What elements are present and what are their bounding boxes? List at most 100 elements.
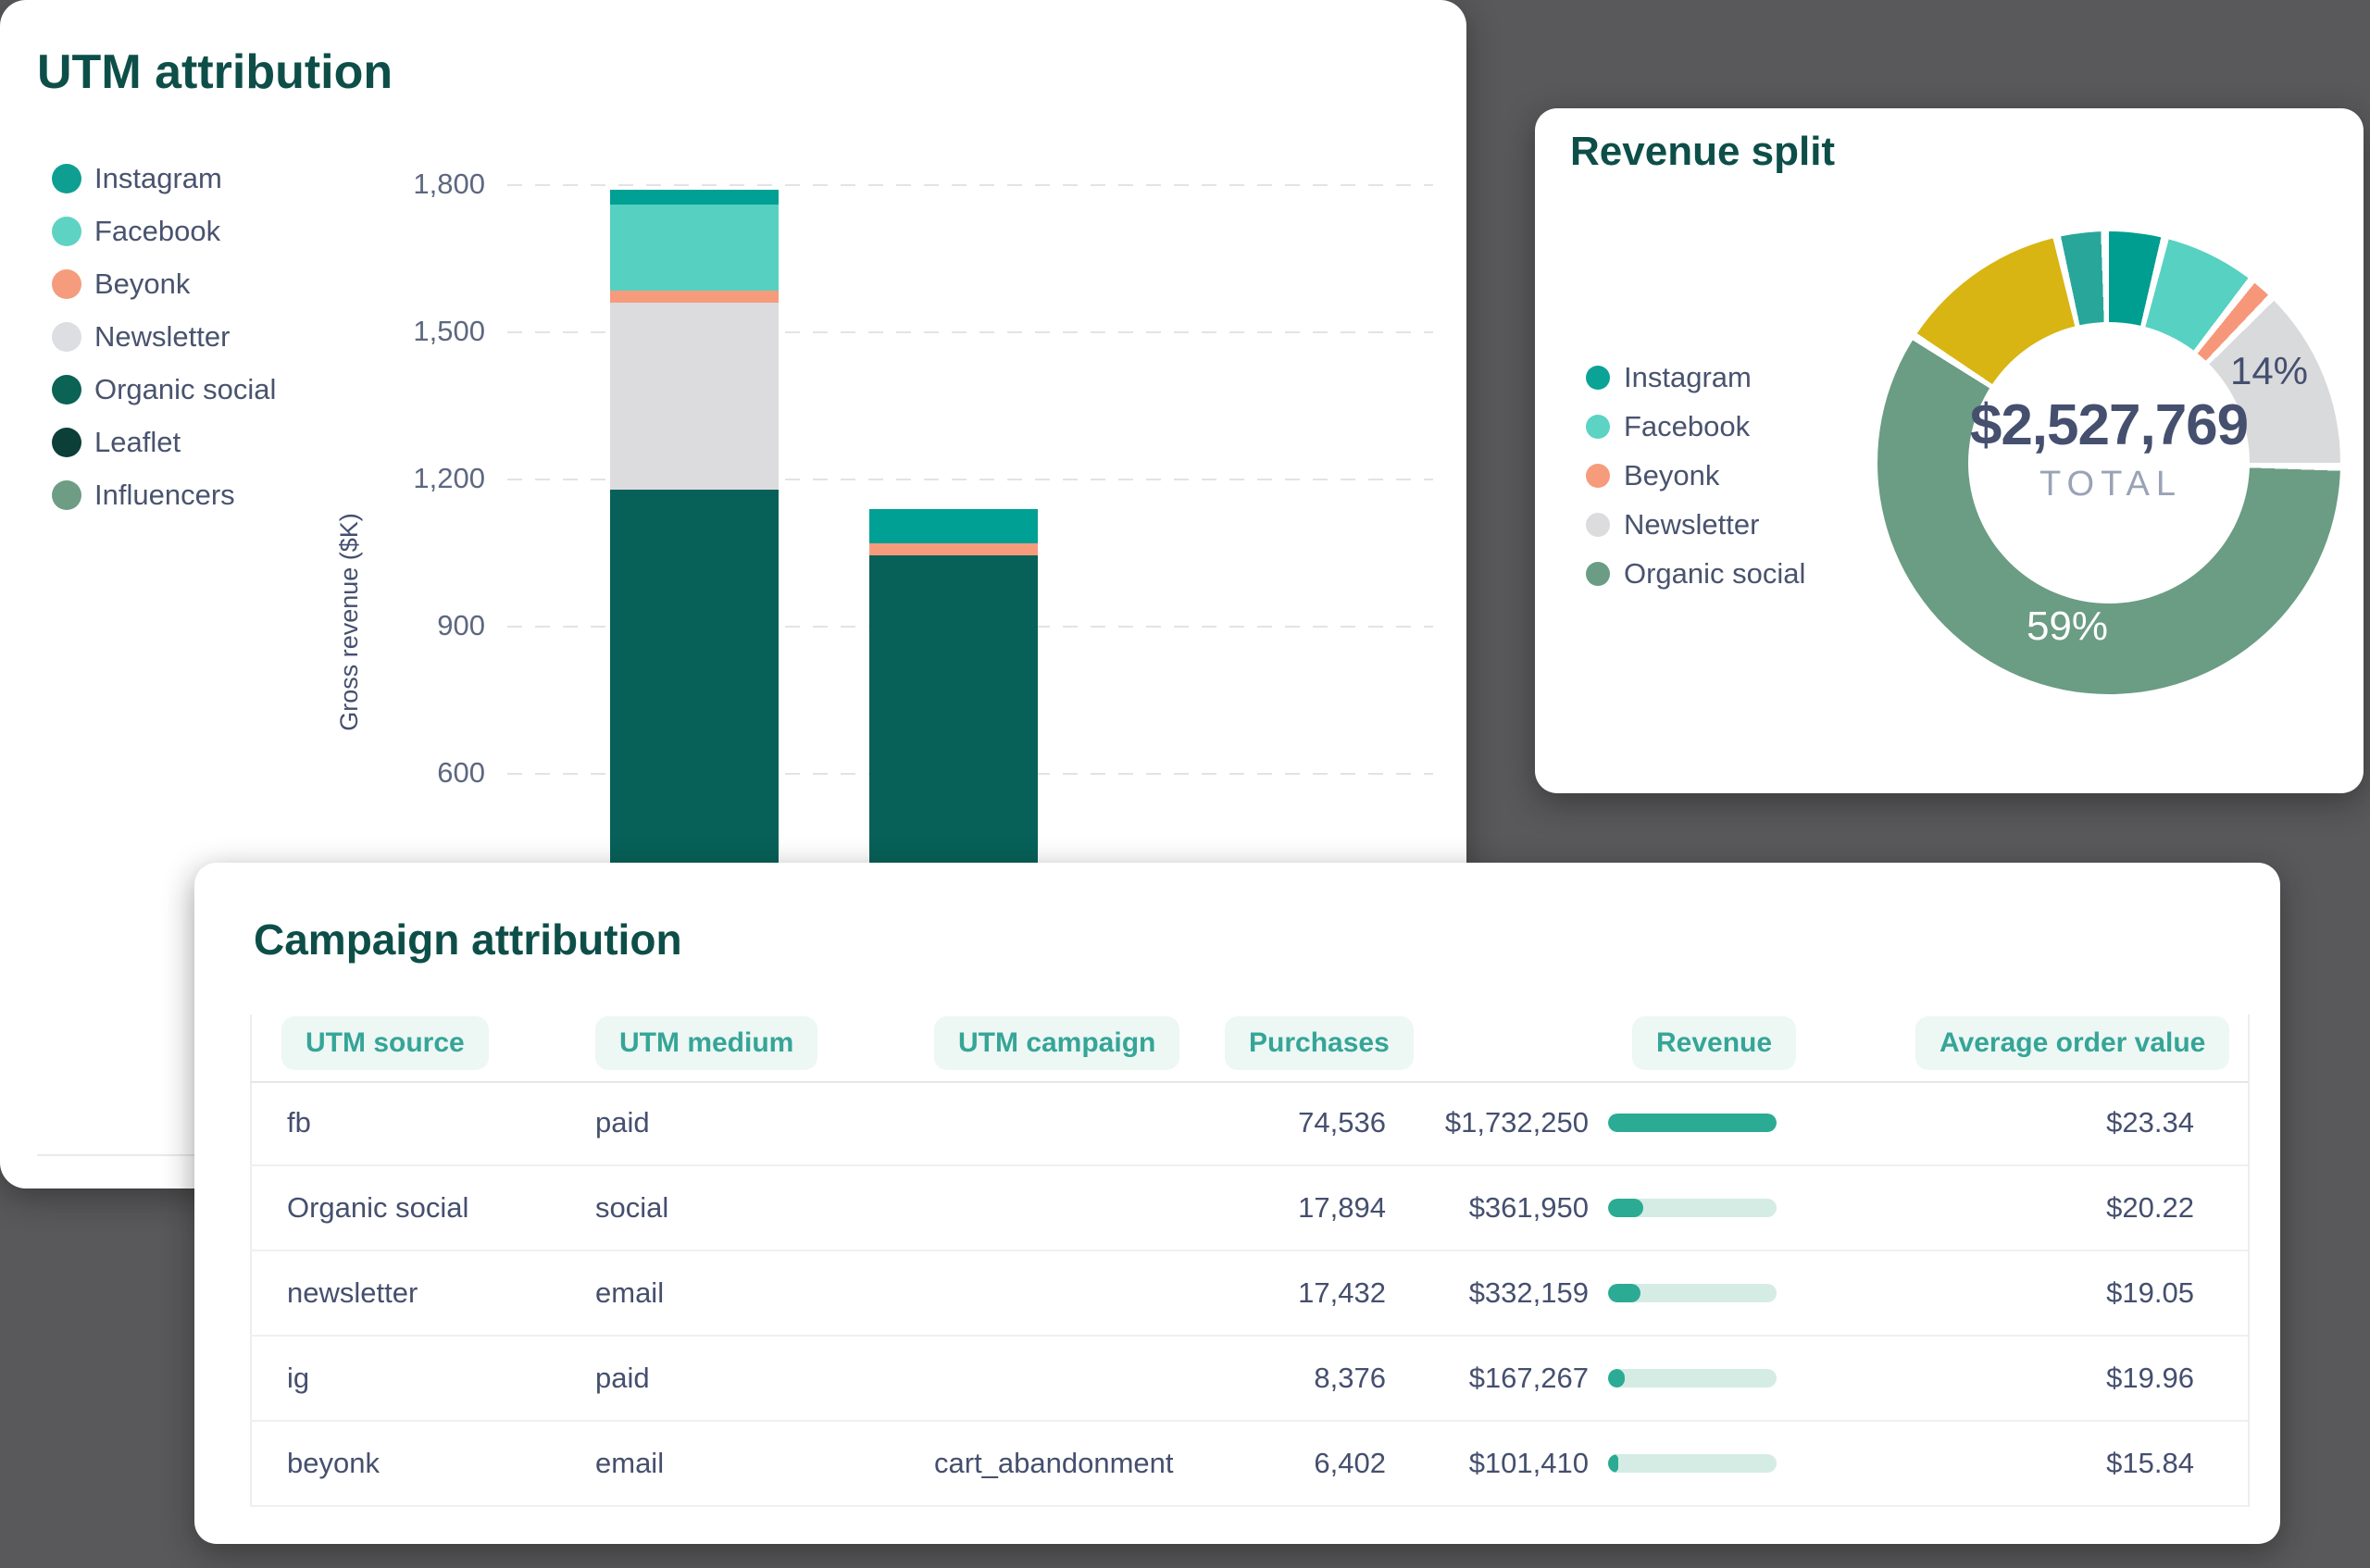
- column-header-purchases[interactable]: Purchases: [1225, 1016, 1414, 1070]
- cell-revenue: $332,159: [1468, 1276, 1589, 1309]
- campaign-attribution-title: Campaign attribution: [254, 915, 682, 964]
- legend-dot-icon: [1586, 464, 1610, 488]
- y-tick-900: 900: [437, 609, 485, 641]
- column-header-utm-medium[interactable]: UTM medium: [595, 1016, 818, 1070]
- cell-purchases: 74,536: [1298, 1106, 1386, 1139]
- legend-item-label: Influencers: [94, 479, 235, 511]
- revenue-bar-track: [1608, 1199, 1777, 1217]
- cell-revenue: $101,410: [1468, 1447, 1589, 1479]
- legend-item-beyonk[interactable]: Beyonk: [52, 268, 276, 300]
- utm-attribution-title: UTM attribution: [37, 45, 393, 99]
- donut-total-value: $2,527,769: [1969, 393, 2249, 457]
- legend-item-facebook[interactable]: Facebook: [52, 215, 276, 247]
- cell-utm-source: newsletter: [287, 1276, 418, 1309]
- cell-average-order-value: $19.05: [2106, 1276, 2194, 1309]
- gridline-1200: [507, 479, 1433, 480]
- legend-item-newsletter[interactable]: Newsletter: [52, 320, 276, 353]
- table-row: Organic social social 17,894 $361,950 $20.22: [250, 1166, 2248, 1251]
- column-header-utm-campaign[interactable]: UTM campaign: [934, 1016, 1180, 1070]
- cell-average-order-value: $20.22: [2106, 1191, 2194, 1224]
- column-header-average-order-value[interactable]: Average order value: [1915, 1016, 2230, 1070]
- revenue-bar-track: [1608, 1454, 1777, 1473]
- table-row: beyonk email cart_abandonment 6,402 $101,410…: [250, 1422, 2248, 1507]
- cell-purchases: 8,376: [1314, 1362, 1386, 1394]
- legend-dot-icon: [52, 428, 81, 457]
- cell-purchases: 6,402: [1314, 1447, 1386, 1479]
- legend-item-instagram[interactable]: Instagram: [52, 162, 276, 194]
- legend-item-facebook[interactable]: Facebook: [1586, 410, 1805, 442]
- table-row: fb paid 74,536 $1,732,250 $23.34: [250, 1081, 2248, 1166]
- gridline-1800: [507, 184, 1433, 186]
- y-tick-1200: 1,200: [413, 462, 485, 494]
- revenue-bar-fill: [1608, 1454, 1618, 1473]
- revenue-bar-track: [1608, 1284, 1777, 1302]
- revenue-bar-fill: [1608, 1199, 1644, 1217]
- cell-revenue: $1,732,250: [1444, 1106, 1589, 1139]
- cell-utm-source: ig: [287, 1362, 310, 1394]
- bar-1-segment-beyonk: [610, 290, 779, 304]
- cell-utm-source: beyonk: [287, 1447, 380, 1479]
- cell-utm-source: Organic social: [287, 1191, 469, 1224]
- cell-utm-campaign: cart_abandonment: [934, 1447, 1174, 1479]
- cell-utm-medium: paid: [595, 1362, 650, 1394]
- cell-purchases: 17,894: [1298, 1191, 1386, 1224]
- legend-item-label: Leaflet: [94, 426, 181, 458]
- donut-total-label: TOTAL: [2039, 465, 2182, 504]
- legend-item-label: Beyonk: [1624, 459, 1720, 492]
- bar-1-segment-instagram: [610, 190, 779, 205]
- legend-dot-icon: [1586, 366, 1610, 390]
- cell-average-order-value: $15.84: [2106, 1447, 2194, 1479]
- bar-2-segment-instagram: [869, 508, 1038, 543]
- revenue-legend: Instagram Facebook Beyonk Newsletter Organic…: [1586, 361, 1805, 590]
- legend-item-label: Beyonk: [94, 268, 191, 300]
- cell-utm-medium: social: [595, 1191, 669, 1224]
- legend-item-label: Organic social: [1624, 557, 1806, 590]
- legend-dot-icon: [52, 217, 81, 246]
- legend-item-label: Facebook: [1624, 410, 1751, 442]
- utm-legend: Instagram Facebook Beyonk Newsletter Organic…: [52, 162, 277, 511]
- legend-item-label: Instagram: [94, 162, 222, 194]
- cell-utm-medium: paid: [595, 1106, 650, 1139]
- legend-item-influencers[interactable]: Influencers: [52, 479, 276, 511]
- revenue-bar-fill: [1608, 1369, 1626, 1388]
- legend-item-label: Newsletter: [1624, 508, 1760, 541]
- legend-dot-icon: [52, 164, 81, 193]
- cell-purchases: 17,432: [1298, 1276, 1386, 1309]
- legend-item-organic-social[interactable]: Organic social: [52, 373, 277, 405]
- gridline-1500: [507, 331, 1433, 333]
- cell-utm-medium: email: [595, 1447, 665, 1479]
- donut-hole: [1968, 322, 2250, 604]
- legend-item-instagram[interactable]: Instagram: [1586, 361, 1805, 393]
- revenue-donut-chart: $2,527,769 TOTAL 14% 59%: [1877, 231, 2340, 694]
- bar-2-segment-beyonk: [869, 542, 1038, 556]
- legend-dot-icon: [52, 375, 81, 404]
- y-tick-1800: 1,800: [413, 168, 485, 200]
- revenue-bar-track: [1608, 1369, 1777, 1388]
- legend-dot-icon: [52, 480, 81, 510]
- revenue-bar-fill: [1608, 1114, 1777, 1132]
- revenue-split-card: Revenue split Instagram Facebook Beyonk New…: [1535, 108, 2364, 793]
- legend-item-label: Facebook: [94, 215, 221, 247]
- table-border-right: [2248, 1014, 2250, 1507]
- y-tick-600: 600: [437, 756, 485, 789]
- legend-dot-icon: [52, 322, 81, 352]
- legend-item-label: Instagram: [1624, 361, 1752, 393]
- legend-item-newsletter[interactable]: Newsletter: [1586, 508, 1805, 541]
- legend-item-label: Newsletter: [94, 320, 231, 353]
- legend-dot-icon: [1586, 562, 1610, 586]
- column-header-revenue[interactable]: Revenue: [1632, 1016, 1797, 1070]
- legend-item-leaflet[interactable]: Leaflet: [52, 426, 276, 458]
- legend-dot-icon: [52, 269, 81, 299]
- y-tick-1500: 1,500: [413, 315, 485, 347]
- column-header-utm-source[interactable]: UTM source: [281, 1016, 489, 1070]
- legend-item-organic-social[interactable]: Organic social: [1586, 557, 1805, 590]
- cell-average-order-value: $23.34: [2106, 1106, 2194, 1139]
- cell-utm-medium: email: [595, 1276, 665, 1309]
- cell-average-order-value: $19.96: [2106, 1362, 2194, 1394]
- table-row: ig paid 8,376 $167,267 $19.96: [250, 1337, 2248, 1422]
- legend-item-beyonk[interactable]: Beyonk: [1586, 459, 1805, 492]
- bar-1-segment-facebook: [610, 205, 779, 291]
- revenue-bar-fill: [1608, 1284, 1640, 1302]
- legend-item-label: Organic social: [94, 373, 277, 405]
